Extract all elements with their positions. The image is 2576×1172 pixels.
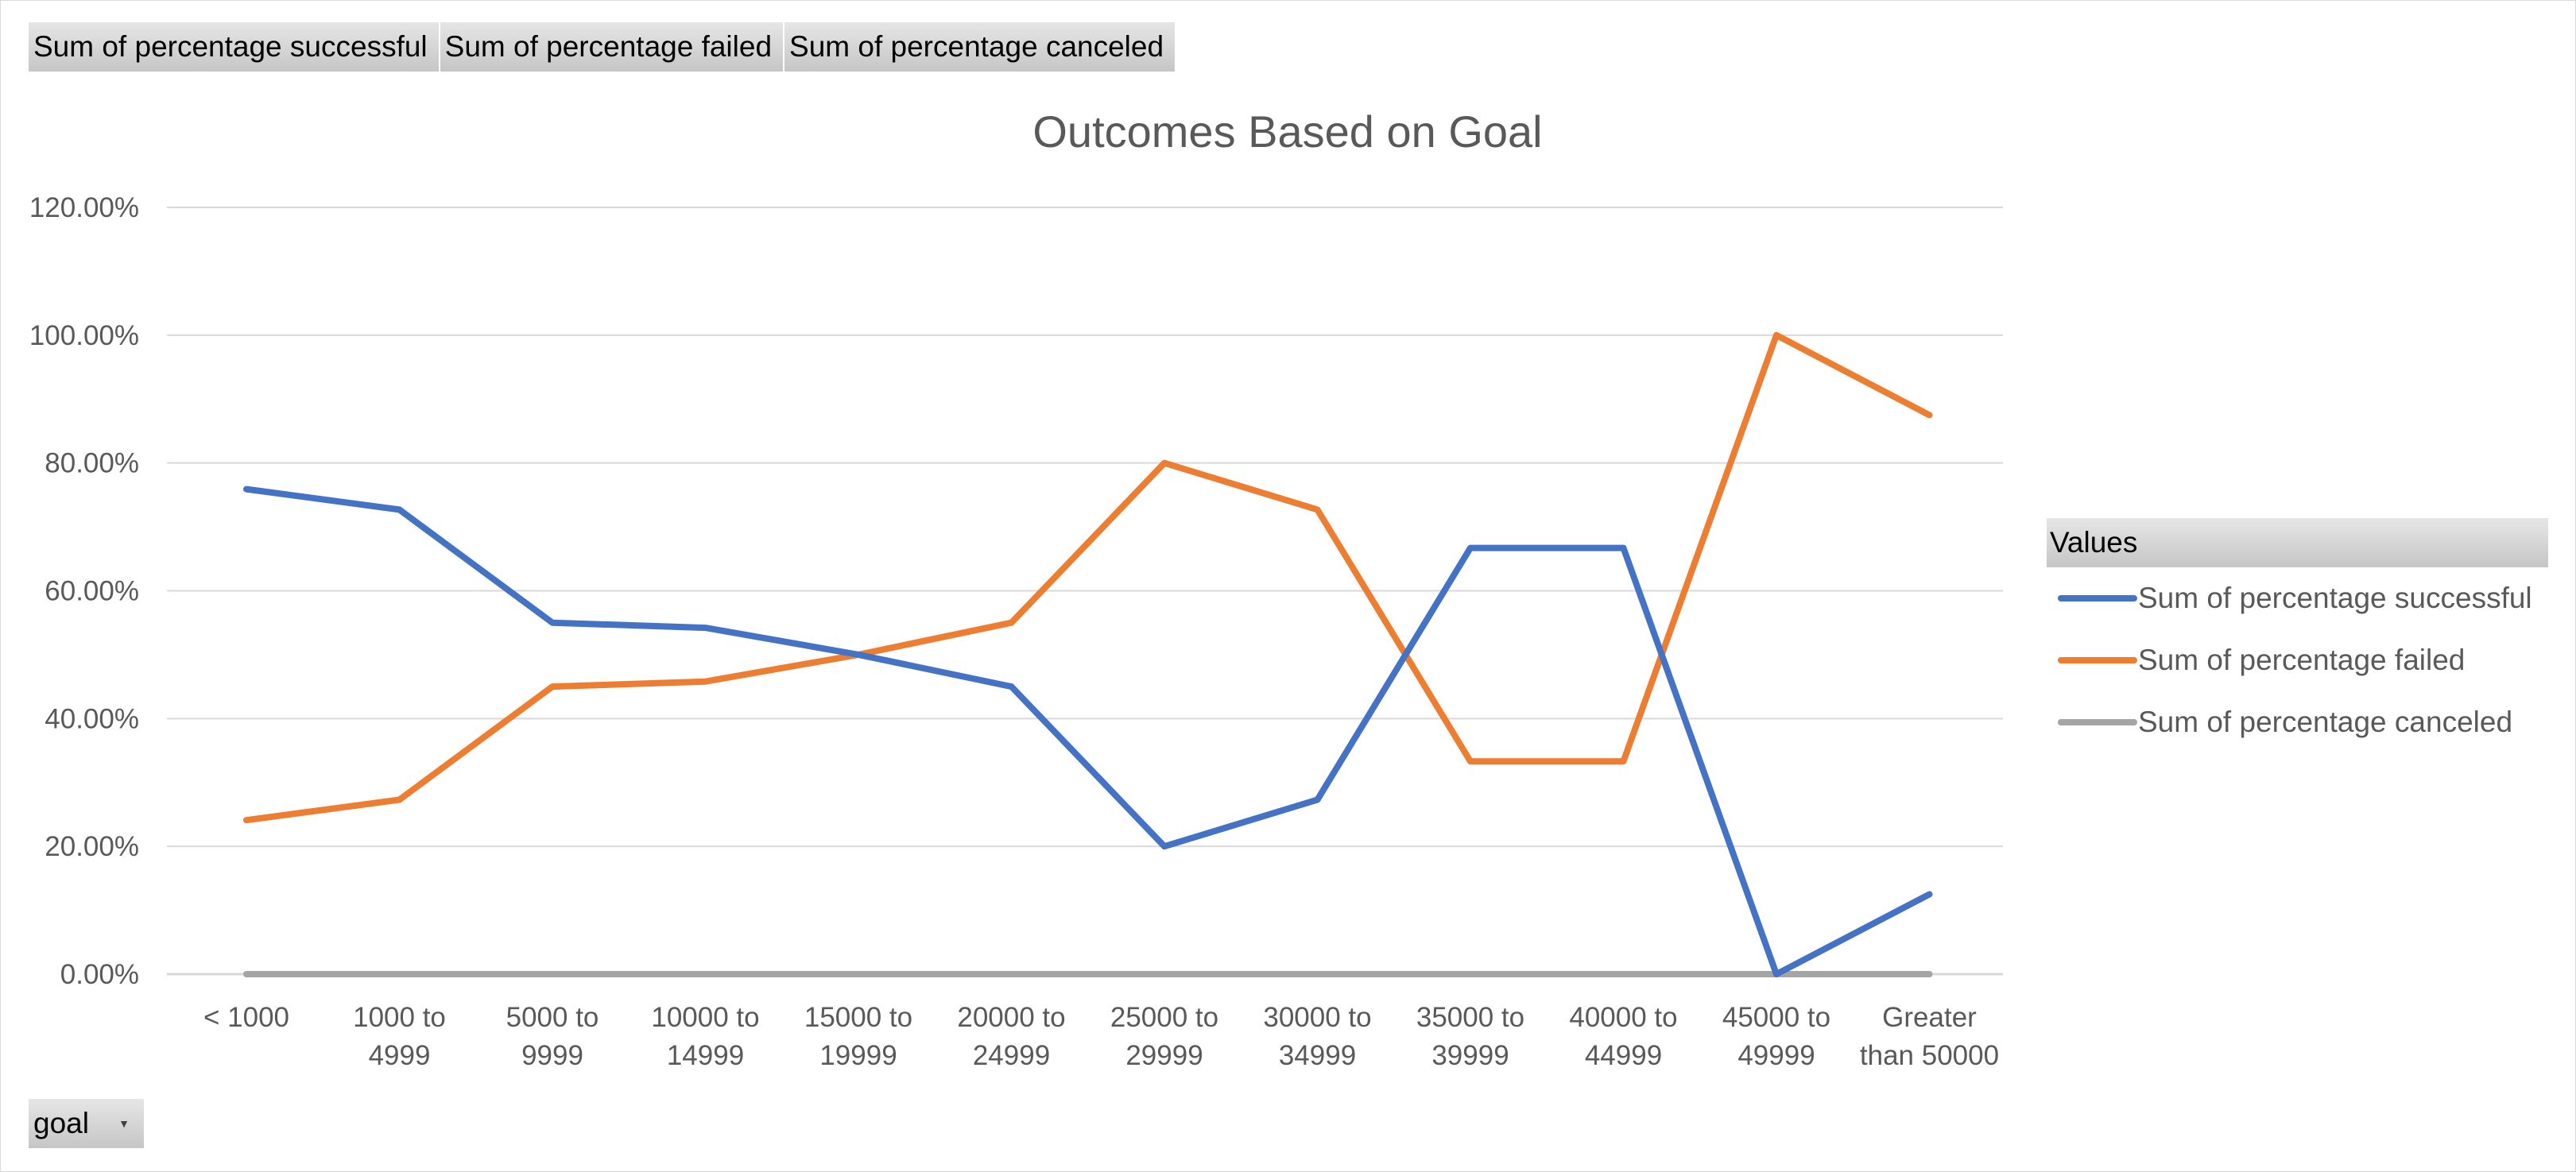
gridlines: [167, 207, 2003, 976]
series-line-successful[interactable]: [243, 485, 1933, 977]
legend: Values Sum of percentage successful Sum …: [2047, 518, 2548, 753]
x-tick-label: 5000 to 9999: [506, 1002, 599, 1071]
y-tick-label: 60.00%: [45, 576, 139, 607]
x-tick-label: < 1000: [203, 1002, 289, 1033]
field-button-canceled[interactable]: Sum of percentage canceled: [784, 22, 1177, 72]
x-tick-label: 1000 to 4999: [353, 1002, 446, 1071]
legend-swatch-canceled: [2058, 719, 2137, 725]
legend-swatch-failed: [2058, 657, 2137, 663]
x-tick-label: 30000 to 34999: [1263, 1002, 1371, 1071]
x-tick-label: 15000 to 19999: [804, 1002, 912, 1071]
y-tick-label: 20.00%: [45, 831, 139, 862]
y-tick-label: 0.00%: [60, 959, 139, 990]
legend-item-successful[interactable]: Sum of percentage successful: [2047, 567, 2548, 629]
chart-title: Outcomes Based on Goal: [1032, 106, 1542, 157]
x-tick-label: 45000 to 49999: [1722, 1002, 1830, 1071]
y-tick-label: 80.00%: [45, 448, 139, 479]
field-button-failed[interactable]: Sum of percentage failed: [440, 22, 785, 72]
series-line-failed[interactable]: [243, 331, 1933, 824]
x-tick-label: 10000 to 14999: [651, 1002, 759, 1071]
y-tick-label: 120.00%: [29, 192, 139, 223]
field-button-successful[interactable]: Sum of percentage successful: [29, 22, 440, 72]
legend-label: Sum of percentage successful: [2138, 582, 2532, 614]
x-tick-label: 35000 to 39999: [1416, 1002, 1524, 1071]
x-tick-label: 20000 to 24999: [957, 1002, 1065, 1071]
legend-label: Sum of percentage canceled: [2138, 706, 2513, 738]
y-axis-tick-labels: 0.00% 20.00% 40.00% 60.00% 80.00% 100.00% 120.…: [29, 192, 139, 990]
axis-field-label: goal: [33, 1107, 89, 1139]
dropdown-arrow-icon: ▼: [118, 1117, 130, 1130]
y-tick-label: 100.00%: [29, 320, 139, 351]
pivot-value-field-buttons: Sum of percentage successful Sum of perc…: [29, 22, 1177, 72]
y-tick-label: 40.00%: [45, 703, 139, 734]
data-series: [243, 331, 1933, 977]
x-tick-label: 40000 to 44999: [1569, 1002, 1677, 1071]
x-axis-tick-labels: < 1000 1000 to 4999 5000 to 9999 10000 to 1499…: [203, 1002, 1999, 1071]
legend-item-failed[interactable]: Sum of percentage failed: [2047, 629, 2548, 691]
x-tick-label: Greater than 50000: [1860, 1002, 1999, 1071]
legend-swatch-successful: [2058, 595, 2137, 601]
legend-label: Sum of percentage failed: [2138, 644, 2466, 676]
axis-field-button-goal[interactable]: goal ▼: [29, 1099, 144, 1148]
x-tick-label: 25000 to 29999: [1110, 1002, 1218, 1071]
legend-item-canceled[interactable]: Sum of percentage canceled: [2047, 691, 2548, 753]
legend-title: Values: [2047, 518, 2548, 567]
